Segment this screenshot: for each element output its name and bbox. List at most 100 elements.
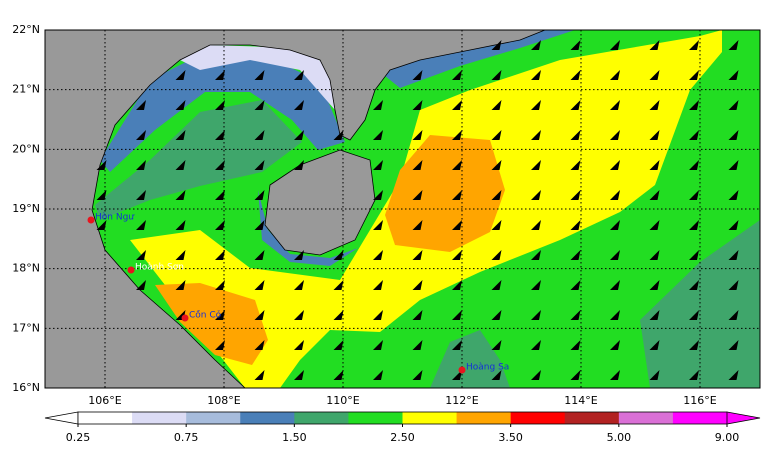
wave-arrow [570, 220, 581, 230]
wave-arrow [491, 370, 502, 380]
wave-arrow [175, 70, 186, 80]
wave-arrow [570, 70, 581, 80]
wave-arrow [215, 100, 225, 110]
wave-arrow [649, 190, 660, 200]
wave-arrow [610, 70, 620, 80]
wave-arrow [294, 100, 304, 110]
wave-arrow [689, 220, 699, 230]
wave-arrow [610, 160, 620, 170]
zone [380, 30, 575, 88]
island [264, 149, 376, 256]
wave-arrow [491, 190, 502, 200]
wave-arrow [649, 70, 660, 80]
wave-arrow [610, 310, 620, 320]
wave-arrow [491, 160, 502, 170]
wave-arrow [254, 280, 265, 290]
wave-arrow [570, 280, 581, 290]
wave-arrow [649, 220, 660, 230]
wave-arrow [333, 130, 344, 140]
wave-arrow [570, 100, 581, 110]
wave-arrow [570, 190, 581, 200]
colorbar-swatch [348, 412, 403, 424]
wave-arrow [531, 100, 541, 110]
colorbar-swatch [186, 412, 241, 424]
colorbar-swatch [132, 412, 187, 424]
wave-arrow [333, 340, 344, 350]
wave-arrow [610, 100, 620, 110]
wave-arrow [728, 40, 739, 50]
wave-arrow [215, 190, 225, 200]
wave-arrow [215, 310, 225, 320]
wave-arrow [452, 280, 462, 290]
wave-arrow [452, 340, 462, 350]
lat-label: 16°N [12, 381, 40, 394]
wave-arrow [531, 70, 541, 80]
wave-arrow [294, 160, 304, 170]
lon-label: 112°E [445, 394, 478, 407]
wave-arrow [610, 340, 620, 350]
wave-arrow [452, 190, 462, 200]
wave-arrow [728, 310, 739, 320]
place-label: Hòn Ngư [95, 212, 135, 223]
colorbar-swatch [294, 412, 349, 424]
wave-arrow [294, 130, 304, 140]
wave-arrow [333, 310, 344, 320]
wave-arrow [136, 250, 146, 260]
wave-arrow [373, 250, 383, 260]
lat-label: 22°N [12, 23, 40, 36]
wave-arrow [649, 130, 660, 140]
colorbar-extension [44, 411, 79, 425]
wave-arrow [689, 310, 699, 320]
place-label: Hoành Sơn [135, 263, 184, 273]
wave-arrow [373, 130, 383, 140]
wave-arrow [649, 100, 660, 110]
wave-arrow [570, 250, 581, 260]
wave-arrow [649, 40, 660, 50]
zone [100, 55, 345, 172]
wave-arrow [491, 70, 502, 80]
wave-arrow [728, 160, 739, 170]
wave-arrow [531, 280, 541, 290]
wave-arrow [412, 160, 423, 170]
wave-arrow [491, 310, 502, 320]
wave-arrow [610, 220, 620, 230]
wave-arrow [215, 250, 225, 260]
wave-arrow [531, 370, 541, 380]
wave-arrow [610, 280, 620, 290]
wave-arrow [215, 70, 225, 80]
wave-arrow [294, 70, 304, 80]
zone [385, 135, 505, 252]
wave-arrow [254, 130, 265, 140]
wave-arrow [570, 160, 581, 170]
colorbar-swatch [618, 412, 674, 424]
wave-arrow [333, 370, 344, 380]
wave-arrow [215, 130, 225, 140]
wave-arrow [373, 280, 383, 290]
wave-arrow [452, 310, 462, 320]
zone [155, 283, 268, 365]
wave-arrow [136, 190, 146, 200]
wave-arrow [175, 100, 186, 110]
wave-arrow [689, 190, 699, 200]
lon-label: 108°E [207, 394, 240, 407]
wave-arrow [412, 280, 423, 290]
lat-label: 18°N [12, 262, 40, 275]
wave-arrow [452, 100, 462, 110]
wave-arrow [452, 70, 462, 80]
colorbar-swatch [672, 412, 728, 424]
wave-arrow [570, 340, 581, 350]
place-marker [181, 314, 189, 322]
wave-arrow [96, 220, 107, 230]
wave-arrow [96, 190, 107, 200]
wave-arrow [649, 280, 660, 290]
wave-arrow [96, 160, 107, 170]
wave-arrow [373, 310, 383, 320]
wave-arrow [254, 70, 265, 80]
wave-arrow [215, 220, 225, 230]
wave-arrow [373, 370, 383, 380]
lat-label: 17°N [12, 321, 40, 334]
colorbar-label: 0.75 [174, 431, 199, 444]
wave-arrow [412, 310, 423, 320]
wave-arrow [175, 130, 186, 140]
wave-arrow [531, 190, 541, 200]
